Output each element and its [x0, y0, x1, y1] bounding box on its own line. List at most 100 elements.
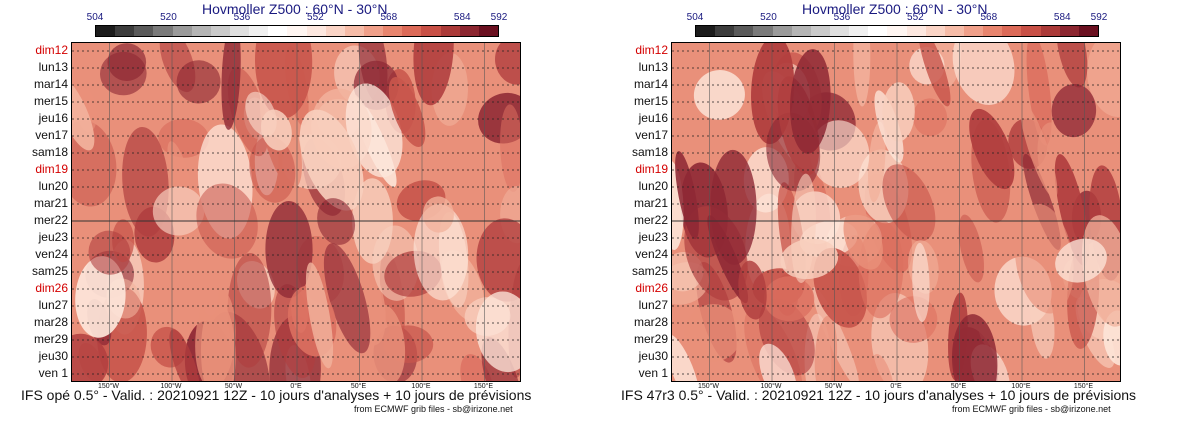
hovmoller-field: [672, 43, 1120, 381]
day-label: mar21: [633, 196, 668, 210]
day-label: mar28: [33, 315, 68, 329]
day-label: mer15: [633, 94, 668, 108]
height-anomaly-blob: [969, 108, 1015, 190]
day-label: jeu23: [638, 230, 668, 244]
hovmoller-plot: [671, 42, 1121, 382]
colorbar-tick-label: 504: [86, 12, 104, 23]
height-anomaly-blob: [345, 83, 403, 178]
colorbar-swatch: [696, 26, 716, 36]
height-anomaly-blob: [912, 98, 948, 137]
height-anomaly-blob: [254, 43, 313, 119]
height-anomaly-blob: [197, 248, 219, 316]
height-anomaly-blob: [868, 121, 886, 203]
colorbar-tick-label: 520: [760, 12, 777, 23]
height-anomaly-blob: [1055, 238, 1107, 283]
colorbar-swatch: [325, 26, 345, 36]
height-anomaly-blob: [672, 334, 700, 381]
colorbar-swatch: [1078, 26, 1098, 36]
longitude-tick-label: 150°E: [473, 383, 494, 390]
day-label: lun27: [38, 298, 68, 312]
height-anomaly-blob: [1051, 84, 1097, 138]
height-anomaly-blob: [814, 315, 838, 381]
height-anomaly-blob: [476, 218, 520, 302]
day-label: ven 1: [638, 366, 668, 380]
day-label: mer22: [33, 213, 68, 227]
colorbar-tick-label: 504: [686, 12, 704, 23]
height-anomaly-blob: [72, 120, 117, 207]
day-label: jeu16: [38, 111, 68, 125]
day-label: jeu30: [38, 349, 68, 363]
hovmoller-panel-left: Hovmoller Z500 : 60°N - 30°N 504 520 536 55…: [21, 1, 531, 414]
height-anomaly-blob: [195, 288, 236, 381]
height-anomaly-blob: [790, 49, 831, 154]
height-anomaly-blob: [871, 354, 896, 381]
day-label: dim12: [635, 43, 668, 57]
height-anomaly-blob: [167, 141, 191, 203]
day-label: lun27: [638, 298, 668, 312]
colorbar-swatch: [402, 26, 422, 36]
colorbar-swatch: [191, 26, 211, 36]
day-label: lun13: [638, 60, 668, 74]
height-anomaly-blob: [413, 203, 469, 301]
colorbar-swatch: [249, 26, 269, 36]
colorbar-swatch: [925, 26, 945, 36]
colorbar-swatch: [287, 26, 307, 36]
height-anomaly-blob: [951, 314, 998, 381]
height-anomaly-blob: [1026, 43, 1052, 146]
height-anomaly-blob: [912, 242, 930, 322]
colorbar-swatch: [478, 26, 498, 36]
colorbar-swatch: [96, 26, 116, 36]
day-label: dim19: [635, 162, 668, 176]
colorbar-tick-label: 584: [1053, 12, 1071, 23]
day-label: lun20: [638, 179, 668, 193]
height-anomaly-blob: [1014, 203, 1074, 314]
colorbar-swatch: [210, 26, 230, 36]
height-anomaly-blob: [843, 209, 883, 270]
colorbar-tick-label: 592: [1090, 12, 1108, 23]
height-anomaly-blob: [265, 201, 313, 298]
colorbar-swatch: [906, 26, 926, 36]
colorbar-swatch: [344, 26, 364, 36]
day-label: mer22: [633, 213, 668, 227]
colorbar-swatch: [734, 26, 754, 36]
height-anomaly-blob: [72, 333, 109, 381]
longitude-tick-label: 0°E: [290, 383, 302, 390]
day-label: jeu23: [38, 230, 68, 244]
height-anomaly-blob: [738, 260, 767, 320]
height-anomaly-blob: [299, 109, 364, 211]
height-anomaly-blob: [1020, 102, 1058, 199]
colorbar-swatch: [134, 26, 154, 36]
day-label: ven17: [35, 128, 68, 142]
longitude-tick-label: 100°W: [160, 383, 182, 390]
height-anomaly-blob: [882, 164, 936, 242]
day-label: dim12: [35, 43, 68, 57]
source-credit: from ECMWF grib files - sb@irizone.net: [952, 404, 1111, 414]
hovmoller-panel-right: Hovmoller Z500 : 60°N - 30°N 504 520 536 55…: [600, 0, 1200, 424]
height-anomaly-blob: [221, 43, 241, 130]
height-anomaly-blob: [693, 70, 745, 120]
day-label: sam18: [31, 145, 68, 159]
colorbar-tick-label: 552: [307, 12, 324, 23]
colorbar-tick-label: 584: [453, 12, 471, 23]
colorbar-tick-label: 536: [233, 12, 251, 23]
height-anomaly-blob: [958, 214, 984, 283]
colorbar-swatch: [440, 26, 460, 36]
colorbar-swatch: [772, 26, 792, 36]
colorbar-swatch: [829, 26, 850, 36]
chart-title: Hovmoller Z500 : 60°N - 30°N: [202, 1, 388, 17]
longitude-tick-label: 150°W: [697, 383, 720, 390]
colorbar-swatch: [421, 26, 441, 36]
day-label: dim26: [635, 281, 668, 295]
height-anomaly-blob: [1054, 154, 1089, 266]
longitude-tick-label: 50°W: [824, 383, 843, 390]
height-anomaly-blob: [358, 43, 388, 103]
longitude-tick-label: 100°E: [1011, 383, 1031, 390]
day-label: ven24: [35, 247, 68, 261]
height-anomaly-blob: [422, 196, 454, 233]
hovmoller-plot: [71, 42, 521, 382]
height-anomaly-blob: [323, 243, 371, 354]
colorbar-swatch: [1040, 26, 1060, 36]
colorbar-swatch: [459, 26, 479, 36]
day-label: mar14: [33, 77, 68, 91]
day-label: mar14: [633, 77, 668, 91]
